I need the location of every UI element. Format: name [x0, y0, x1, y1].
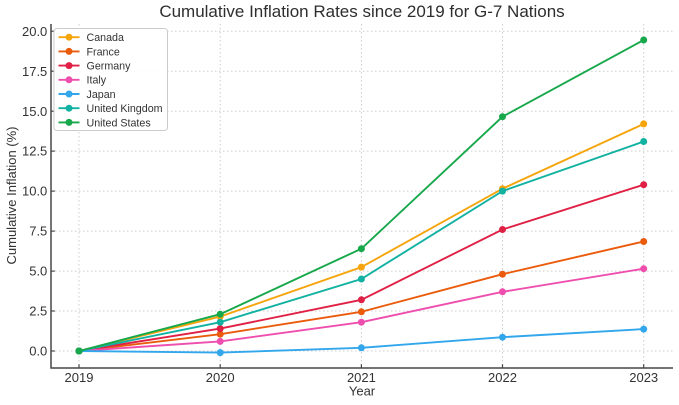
svg-text:United States: United States	[87, 117, 151, 129]
svg-text:Japan: Japan	[87, 89, 116, 101]
svg-text:2019: 2019	[65, 370, 94, 385]
svg-text:12.5: 12.5	[22, 144, 47, 159]
svg-text:5.0: 5.0	[29, 264, 47, 279]
svg-text:2021: 2021	[347, 370, 376, 385]
svg-text:France: France	[87, 46, 120, 58]
svg-text:7.5: 7.5	[29, 224, 47, 239]
svg-text:2.5: 2.5	[29, 304, 47, 319]
svg-text:Italy: Italy	[87, 75, 107, 87]
svg-text:2022: 2022	[488, 370, 517, 385]
svg-text:Cumulative Inflation (%): Cumulative Inflation (%)	[4, 127, 19, 265]
svg-text:2020: 2020	[206, 370, 235, 385]
svg-text:Canada: Canada	[87, 32, 124, 44]
svg-text:2023: 2023	[629, 370, 658, 385]
svg-text:United Kingdom: United Kingdom	[87, 103, 163, 115]
svg-text:20.0: 20.0	[22, 24, 47, 39]
svg-text:15.0: 15.0	[22, 104, 47, 119]
svg-text:10.0: 10.0	[22, 184, 47, 199]
svg-text:Cumulative Inflation Rates sin: Cumulative Inflation Rates since 2019 fo…	[159, 2, 564, 21]
svg-text:Germany: Germany	[87, 61, 132, 73]
svg-text:17.5: 17.5	[22, 64, 47, 79]
svg-text:Year: Year	[349, 384, 376, 399]
svg-text:0.0: 0.0	[29, 344, 47, 359]
